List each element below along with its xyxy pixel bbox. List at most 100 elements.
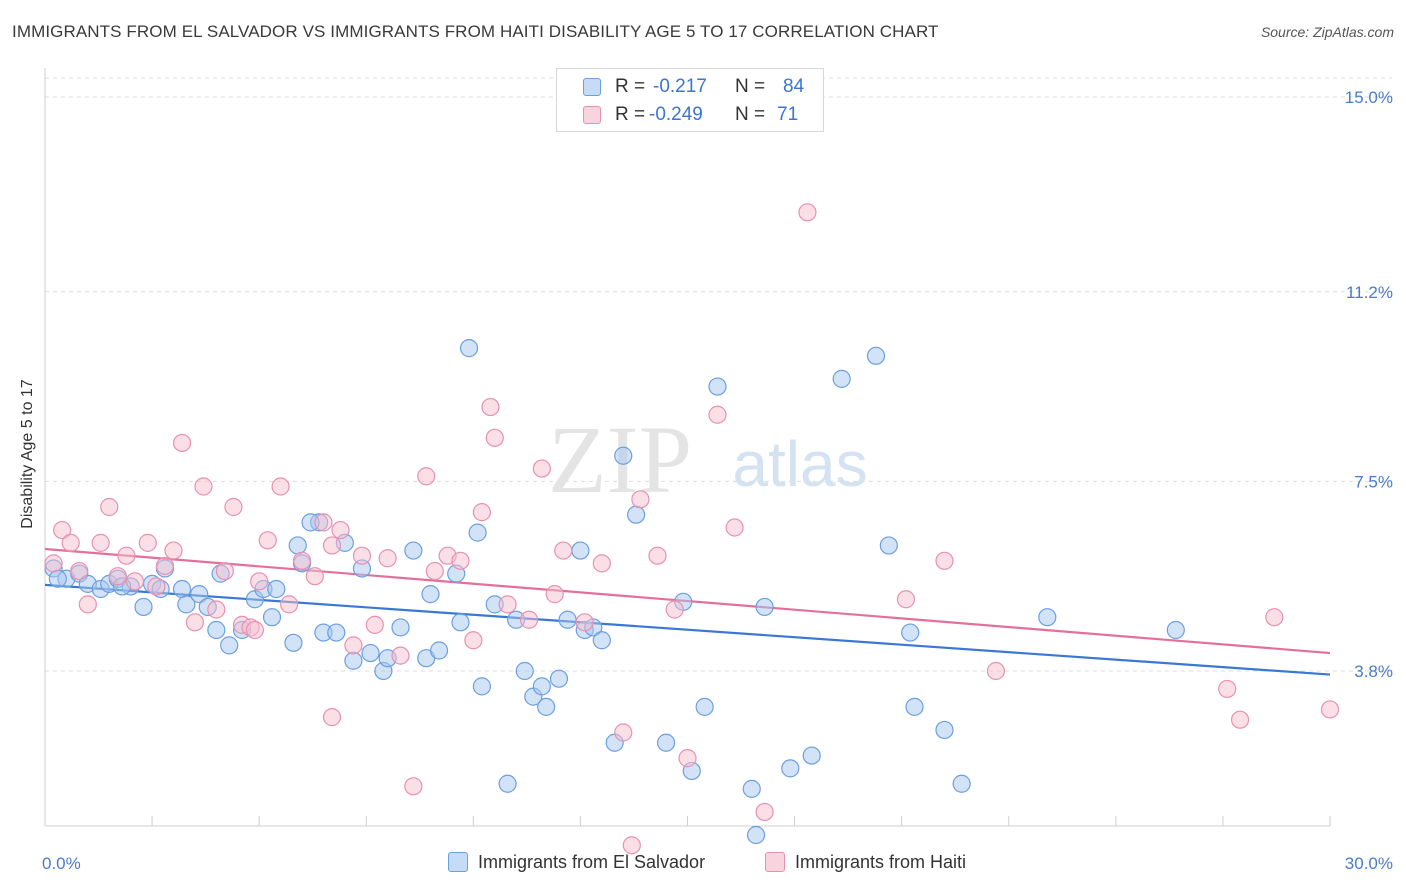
haiti-point xyxy=(172,433,192,453)
el-salvador-point xyxy=(472,677,491,696)
haiti-point xyxy=(755,802,774,822)
haiti-point xyxy=(498,595,517,614)
haiti-point xyxy=(322,536,342,555)
trend-lines xyxy=(44,547,1331,676)
haiti-point xyxy=(545,585,564,604)
legend-item-el-salvador: Immigrants from El Salvador xyxy=(448,852,705,873)
el-salvador-point xyxy=(451,613,470,632)
el-salvador-point xyxy=(391,618,410,637)
haiti-point xyxy=(708,405,727,424)
haiti-point xyxy=(245,620,264,640)
legend-row-haiti: R = -0.249 N = 71 xyxy=(557,101,823,129)
el-salvador-point xyxy=(832,369,851,388)
haiti-point xyxy=(70,561,89,581)
haiti-point xyxy=(215,561,234,581)
axes xyxy=(44,68,1331,827)
haiti-point xyxy=(331,520,350,540)
haiti-point xyxy=(365,615,384,634)
haiti-point xyxy=(425,561,444,581)
haiti-point xyxy=(44,554,63,573)
y-tick-label: 15.0% xyxy=(1345,88,1393,107)
el-salvador-point xyxy=(361,643,380,663)
el-salvador-swatch xyxy=(583,78,601,96)
haiti-point xyxy=(125,572,145,591)
el-salvador-point xyxy=(515,661,534,681)
grid-lines xyxy=(45,77,1392,672)
haiti-point xyxy=(378,549,397,568)
haiti-point xyxy=(417,467,436,486)
el-salvador-point xyxy=(879,536,898,555)
haiti-point xyxy=(404,777,423,796)
el-salvador-point xyxy=(134,597,153,617)
el-salvador-point xyxy=(537,697,556,716)
haiti-point xyxy=(61,533,80,552)
el-salvador-point xyxy=(344,651,363,670)
watermark: ZIP atlas xyxy=(548,406,868,513)
haiti-point xyxy=(138,533,157,552)
el-salvador-point xyxy=(172,579,192,599)
haiti-point xyxy=(798,203,817,222)
el-salvador-point xyxy=(905,697,924,716)
haiti-point xyxy=(1320,700,1340,719)
haiti-point xyxy=(207,600,226,619)
x-tick-label-max: 30.0% xyxy=(1345,854,1393,873)
legend-n-label: N = xyxy=(735,76,766,97)
source-credit: Source: ZipAtlas.com xyxy=(1260,24,1394,40)
haiti-point xyxy=(678,749,697,768)
el-salvador-point xyxy=(558,610,577,629)
haiti-point xyxy=(322,708,342,727)
y-tick-label: 11.2% xyxy=(1346,283,1393,302)
el-salvador-point xyxy=(421,585,440,604)
watermark-atlas: atlas xyxy=(732,428,867,500)
legend-row-el-salvador: R = -0.217 N = 84 xyxy=(557,73,823,101)
chart-title: IMMIGRANTS FROM EL SALVADOR VS IMMIGRANT… xyxy=(12,22,939,41)
haiti-point xyxy=(185,613,205,632)
haiti-point xyxy=(147,577,166,596)
haiti-point xyxy=(391,646,410,665)
el-salvador-point xyxy=(267,579,286,599)
el-salvador-point xyxy=(459,339,479,358)
haiti-point xyxy=(194,477,213,496)
haiti-point xyxy=(78,595,97,614)
el-salvador-point xyxy=(708,377,727,396)
haiti-point xyxy=(53,520,72,540)
haiti-point xyxy=(665,600,684,619)
haiti-point xyxy=(1265,608,1284,627)
haiti-point xyxy=(648,546,667,565)
legend-r-value: -0.249 xyxy=(649,104,703,125)
haiti-point xyxy=(472,503,491,522)
el-salvador-point xyxy=(48,569,67,588)
el-salvador-point xyxy=(327,623,346,642)
haiti-point xyxy=(622,836,641,855)
el-salvador-point xyxy=(404,541,423,560)
el-salvador-point xyxy=(866,346,886,365)
el-salvador-point xyxy=(781,759,800,778)
el-salvador-legend-swatch xyxy=(448,852,468,872)
haiti-point xyxy=(155,556,175,576)
haiti-point xyxy=(1218,679,1237,699)
haiti-point xyxy=(986,661,1006,681)
el-salvador-point xyxy=(468,523,487,542)
el-salvador-point xyxy=(742,779,761,798)
haiti-point xyxy=(108,567,127,586)
haiti-point xyxy=(292,551,312,570)
el-salvador-point xyxy=(284,633,303,652)
y-tick-label: 7.5% xyxy=(1354,472,1393,491)
haiti-point xyxy=(725,518,744,537)
legend-label-el-salvador: Immigrants from El Salvador xyxy=(478,852,706,872)
el-salvador-point xyxy=(614,446,633,465)
haiti-point xyxy=(451,551,470,570)
el-salvador-point xyxy=(262,608,282,627)
haiti-point xyxy=(614,723,633,742)
correlation-legend: R = -0.217 N = 84 R = -0.249 N = 71 xyxy=(556,68,824,132)
el-salvador-point xyxy=(901,623,920,642)
haiti-point xyxy=(271,477,290,496)
el-salvador-point xyxy=(1166,620,1185,640)
el-salvador-point xyxy=(429,641,449,660)
legend-n-value: 84 xyxy=(783,76,805,97)
el-salvador-point xyxy=(802,746,821,765)
legend-r-label: R = xyxy=(615,76,646,97)
el-salvador-point xyxy=(592,631,611,650)
haiti-point xyxy=(224,497,243,517)
el-salvador-point xyxy=(935,720,954,740)
